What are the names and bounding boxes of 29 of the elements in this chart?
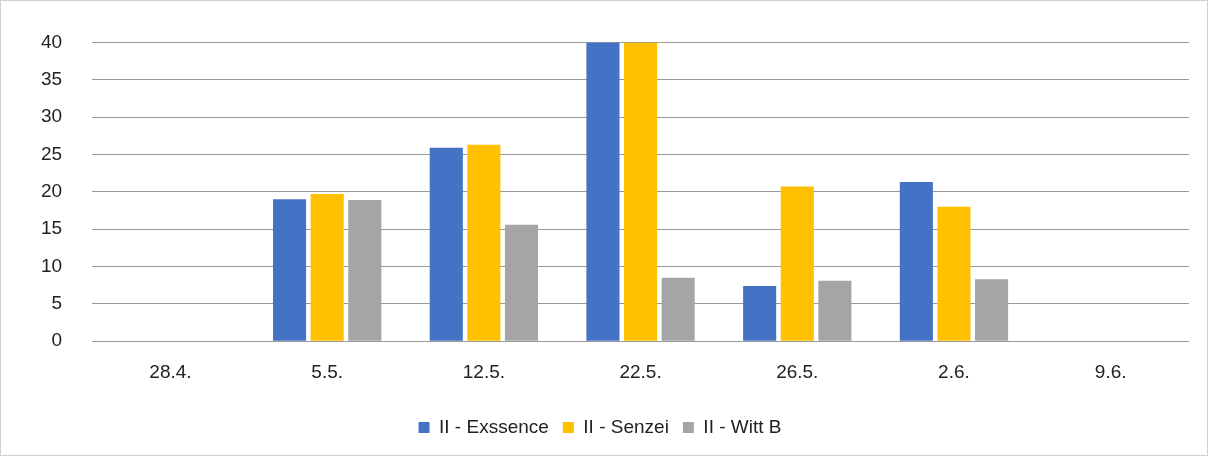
bar	[310, 194, 344, 341]
x-tick-label: 5.5.	[311, 360, 344, 382]
x-tick-label: 9.6.	[1094, 360, 1127, 382]
x-tick-label: 28.4.	[149, 360, 192, 382]
y-tick-label: 5	[51, 292, 63, 314]
y-tick-label: 20	[40, 180, 63, 202]
bar	[586, 42, 620, 341]
y-tick-label: 15	[40, 217, 63, 239]
x-tick-label: 12.5.	[462, 360, 505, 382]
bar	[780, 186, 814, 341]
y-tick-label: 40	[40, 30, 63, 52]
y-tick-label: 0	[51, 329, 63, 351]
bar	[899, 182, 933, 341]
bar	[467, 144, 501, 341]
bar	[743, 285, 777, 341]
legend-label: II - Senzei	[583, 415, 669, 437]
x-tick-label: 26.5.	[776, 360, 819, 382]
x-tick-label: 2.6.	[938, 360, 970, 382]
bar	[624, 42, 658, 341]
bar	[273, 199, 307, 341]
legend-label: II - Witt B	[703, 415, 782, 437]
y-tick-label: 35	[40, 67, 63, 89]
y-tick-label: 10	[40, 254, 63, 276]
y-tick-label: 25	[40, 142, 63, 164]
y-tick-label: 30	[40, 105, 63, 127]
bar	[937, 206, 971, 341]
x-tick-label: 22.5.	[619, 360, 662, 382]
legend-label: II - Exssence	[439, 415, 549, 437]
bar	[429, 147, 463, 341]
